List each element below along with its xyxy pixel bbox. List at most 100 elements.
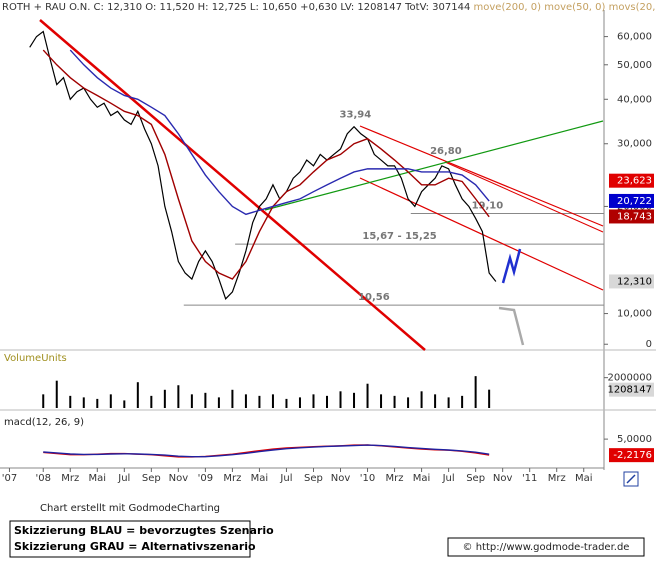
credit: Chart erstellt mit GodmodeCharting (40, 503, 220, 514)
panel-label: VolumeUnits (4, 353, 67, 364)
x-tick-label: '08 (35, 473, 50, 484)
volume-bar (217, 397, 220, 408)
y-tick-label: 50,000 (617, 60, 652, 71)
url-box (447, 537, 645, 557)
volume-bar (231, 389, 234, 408)
y-tick-label: 60,000 (617, 32, 652, 43)
volume-bar (461, 395, 464, 408)
volume-bar (109, 394, 112, 408)
price-tag (609, 193, 654, 208)
volume-bar (42, 394, 45, 408)
price-tag-label: 12,310 (617, 276, 652, 287)
volume-bar (55, 380, 58, 408)
y-tick-label: 40,000 (617, 94, 652, 105)
price-tag-label: 18,743 (617, 211, 652, 222)
x-tick-label: '07 (2, 473, 17, 484)
scenario-blue (501, 248, 522, 284)
volume-bar (353, 392, 356, 408)
y-tick-label: 10,000 (617, 309, 652, 320)
x-tick-label: Nov (331, 473, 351, 484)
legend-entry: move(200, 0) (474, 2, 542, 13)
x-tick-label: Jul (279, 473, 292, 484)
volume-bar (258, 395, 261, 408)
volume-bar (407, 397, 410, 408)
price-tag (609, 382, 654, 397)
y-tick-label: 5,0000 (617, 434, 652, 445)
volume-bar (285, 398, 288, 408)
price-tag (609, 173, 654, 188)
x-tick-label: Mai (575, 473, 593, 484)
x-tick-label: Mrz (386, 473, 404, 484)
y-tick-label: 30,000 (617, 139, 652, 150)
x-tick-label: Mrz (223, 473, 241, 484)
header: ROTH + RAU O.N. C: 12,310 O: 11,520 H: 1… (2, 2, 656, 13)
volume-bar (204, 392, 207, 408)
peak-label: 33,94 (340, 110, 372, 121)
x-tick-label: Sep (304, 473, 323, 484)
volume-bar (298, 397, 301, 408)
peak-label: 26,80 (430, 146, 462, 157)
level-label: 15,67 - 15,25 (362, 231, 436, 242)
x-tick-label: Mrz (61, 473, 79, 484)
x-tick-label: Jul (117, 473, 130, 484)
title: ROTH + RAU O.N. C: 12,310 O: 11,520 H: 1… (2, 2, 470, 13)
panel-label: macd(12, 26, 9) (4, 417, 84, 428)
note-box (9, 520, 251, 558)
volume-bar (420, 391, 423, 408)
volume-bar (434, 394, 437, 408)
x-tick-label: Mai (251, 473, 269, 484)
trendline (359, 177, 604, 291)
volume-bar (393, 395, 396, 408)
legend-entry: move(50, 0) (544, 2, 605, 13)
price-tag-label: 20,722 (617, 196, 652, 207)
volume-bar (366, 383, 369, 408)
icon (626, 474, 636, 484)
price-tag (609, 209, 654, 224)
volume-bar (96, 398, 99, 408)
volume-bar (82, 397, 85, 408)
level-label: 19,10 (472, 201, 504, 212)
volume-bar (474, 376, 477, 408)
volume-bar (312, 394, 315, 408)
volume-bar (244, 394, 247, 408)
url: © http://www.godmode-trader.de (463, 542, 630, 553)
volume-bar (325, 395, 328, 408)
trendline (264, 120, 604, 211)
price-tag (609, 448, 654, 463)
price-tag-label: 23,623 (617, 176, 652, 187)
volume-bar (190, 394, 193, 408)
volume-bar (150, 395, 153, 408)
volume-bar (447, 397, 450, 408)
x-tick-label: Sep (466, 473, 485, 484)
x-tick-label: '09 (198, 473, 213, 484)
y-tick-label: 0 (646, 339, 652, 350)
series-line (29, 30, 497, 300)
volume-bar (339, 391, 342, 408)
volume-bar (69, 395, 72, 408)
x-tick-label: Nov (169, 473, 189, 484)
legend-entry: movs(20, 0) (609, 2, 656, 13)
volume-bar (488, 389, 491, 408)
volume-bar (136, 382, 139, 408)
note: Skizzierung BLAU = bevorzugtes Szenario (14, 524, 274, 537)
trendline (39, 19, 426, 351)
trendline (444, 161, 604, 233)
x-tick-label: Mai (89, 473, 107, 484)
price-tag-label: 1208147 (607, 385, 652, 396)
series-line (43, 444, 490, 458)
x-tick-label: Mai (413, 473, 431, 484)
volume-bar (380, 394, 383, 408)
volume-bar (177, 385, 180, 408)
scenario-gray (498, 306, 525, 346)
x-tick-label: Jul (442, 473, 455, 484)
x-tick-label: Nov (493, 473, 513, 484)
level-label: 10,56 (358, 292, 390, 303)
volume-bar (163, 389, 166, 408)
price-tag-label: -2,2176 (613, 450, 652, 461)
series-line (42, 49, 490, 280)
x-tick-label: Sep (142, 473, 161, 484)
volume-bar (123, 400, 126, 408)
series-line (69, 49, 490, 216)
trendline (359, 125, 604, 227)
